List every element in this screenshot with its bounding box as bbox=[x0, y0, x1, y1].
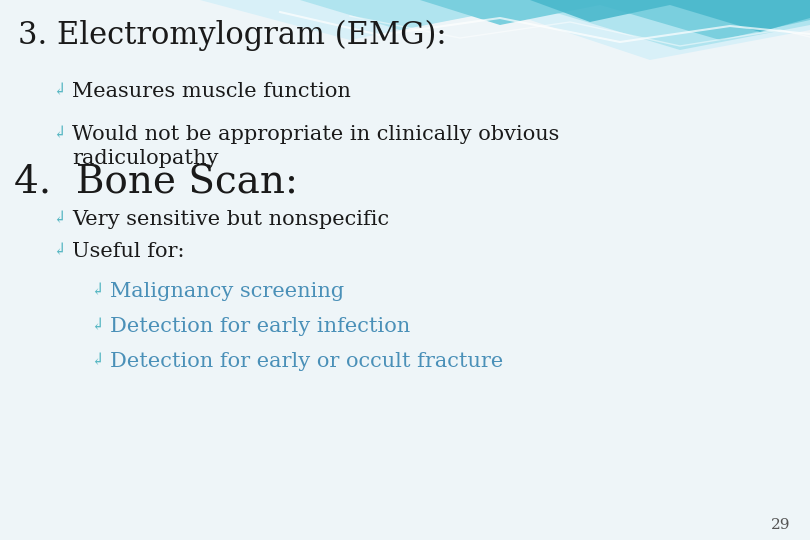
Text: 29: 29 bbox=[770, 518, 790, 532]
Text: ↲: ↲ bbox=[52, 242, 66, 259]
Text: ↲: ↲ bbox=[52, 210, 66, 227]
Polygon shape bbox=[530, 0, 810, 32]
Text: 3. Electromylogram (EMG):: 3. Electromylogram (EMG): bbox=[18, 20, 446, 51]
Polygon shape bbox=[300, 0, 810, 50]
Text: Measures muscle function: Measures muscle function bbox=[72, 82, 351, 101]
Text: ↲: ↲ bbox=[52, 82, 66, 99]
Polygon shape bbox=[420, 0, 810, 40]
Polygon shape bbox=[200, 0, 810, 60]
Text: Detection for early or occult fracture: Detection for early or occult fracture bbox=[110, 352, 503, 371]
Text: Very sensitive but nonspecific: Very sensitive but nonspecific bbox=[72, 210, 389, 229]
Text: Would not be appropriate in clinically obvious
radiculopathy: Would not be appropriate in clinically o… bbox=[72, 125, 560, 167]
Text: 4.  Bone Scan:: 4. Bone Scan: bbox=[14, 165, 298, 202]
Text: ↲: ↲ bbox=[90, 282, 104, 299]
Text: Detection for early infection: Detection for early infection bbox=[110, 317, 410, 336]
Text: Malignancy screening: Malignancy screening bbox=[110, 282, 344, 301]
Text: ↲: ↲ bbox=[90, 317, 104, 334]
Text: Useful for:: Useful for: bbox=[72, 242, 185, 261]
Text: ↲: ↲ bbox=[90, 352, 104, 369]
Text: ↲: ↲ bbox=[52, 125, 66, 142]
